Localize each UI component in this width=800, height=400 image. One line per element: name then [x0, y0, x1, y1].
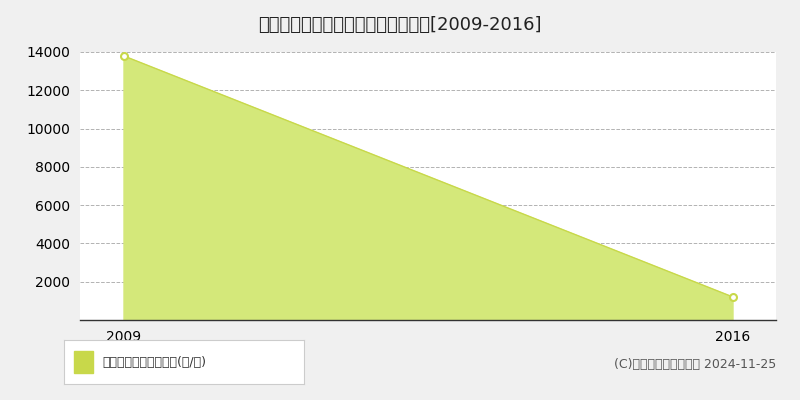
Bar — [74, 351, 93, 373]
Text: 林地価格　平均坪単価(円/坪): 林地価格 平均坪単価(円/坪) — [102, 356, 206, 368]
Text: 国頭郡本部町伊野波　林地価格推移[2009-2016]: 国頭郡本部町伊野波 林地価格推移[2009-2016] — [258, 16, 542, 34]
Text: (C)土地価格ドットコム 2024-11-25: (C)土地価格ドットコム 2024-11-25 — [614, 358, 776, 370]
